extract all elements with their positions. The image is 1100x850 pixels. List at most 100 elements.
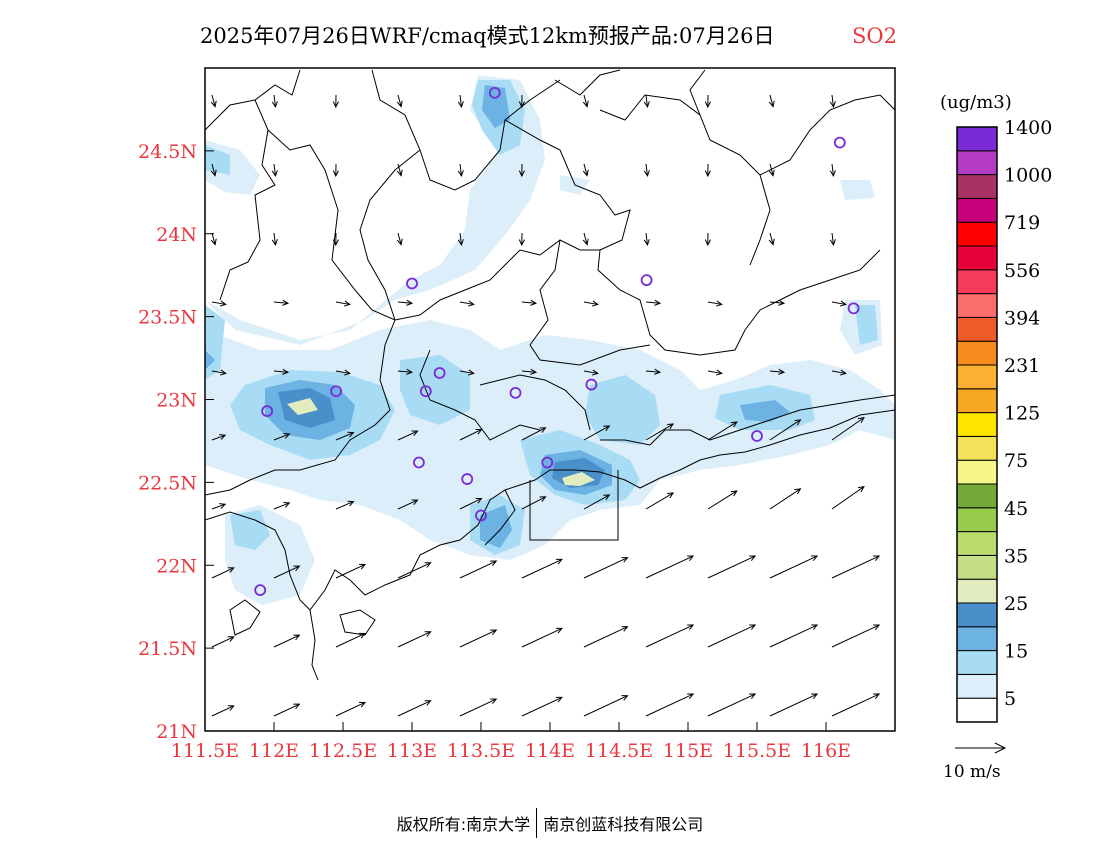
wind-arrow	[645, 693, 695, 717]
wind-arrow	[768, 94, 775, 108]
colorbar-band	[956, 435, 998, 461]
lat-tick-label: 22.5N	[138, 472, 197, 494]
lon-tick-label: 113.5E	[447, 740, 515, 762]
wind-arrow	[459, 629, 498, 648]
colorbar-label: 5	[1004, 688, 1016, 710]
wind-arrow	[582, 163, 589, 177]
lon-tick-label: 115E	[663, 740, 713, 762]
wind-arrow	[707, 624, 757, 648]
wind-arrow	[457, 163, 464, 178]
footer-separator	[536, 808, 538, 838]
wind-arrow	[829, 94, 836, 109]
wind-arrow	[335, 500, 355, 510]
station-marker	[461, 473, 474, 485]
wind-arrow	[583, 626, 629, 648]
lat-tick-label: 21N	[156, 721, 197, 743]
colorbar-label: 125	[1004, 403, 1040, 425]
colorbar-label: 15	[1004, 641, 1028, 663]
colorbar-band	[956, 197, 998, 223]
wind-arrow	[707, 555, 757, 579]
station-marker	[412, 456, 425, 469]
colorbar-band	[956, 269, 998, 295]
colorbar-band	[956, 245, 998, 271]
station-marker	[541, 456, 554, 469]
wind-arrow	[459, 300, 475, 307]
wind-arrow	[831, 485, 865, 510]
colorbar-band	[956, 507, 998, 533]
wind-arrow	[583, 425, 611, 441]
wind-arrow	[831, 300, 847, 307]
wind-arrow	[335, 431, 355, 441]
wind-arrow	[521, 427, 547, 441]
pollutant-label: SO2	[852, 24, 897, 48]
wind-arrow	[396, 94, 403, 108]
wind-arrow	[396, 232, 403, 246]
lon-tick-label: 112.5E	[309, 740, 377, 762]
station-marker	[406, 277, 418, 290]
wind-arrow	[521, 368, 538, 375]
station-marker	[585, 378, 598, 391]
wind-arrow	[521, 696, 563, 717]
wind-arrow	[397, 499, 419, 510]
wind-arrow	[271, 163, 278, 178]
colorbar-label: 556	[1004, 260, 1040, 282]
colorbar-band	[956, 483, 998, 509]
wind-arrow	[645, 423, 675, 441]
wind-arrow	[583, 369, 599, 376]
monitoring-stations	[254, 86, 860, 597]
wind-arrow	[459, 560, 498, 579]
wind-vector-field	[210, 94, 881, 717]
wind-arrow	[645, 368, 662, 375]
colorbar-band	[956, 150, 998, 176]
map-title: 2025年07月26日WRF/cmaq模式12km预报产品:07月26日	[200, 24, 774, 48]
copyright-right: 南京创蓝科技有限公司	[543, 815, 704, 834]
wind-arrow	[704, 163, 711, 178]
wind-arrow	[769, 555, 819, 579]
wind-arrow	[768, 163, 775, 177]
wind-arrow	[707, 490, 738, 510]
wind-arrow	[707, 421, 738, 441]
wind-arrow	[459, 428, 483, 441]
wind-arrow	[273, 634, 301, 648]
wind-arrow	[332, 163, 339, 178]
wind-arrow	[707, 300, 723, 307]
colorbar-band	[956, 388, 998, 414]
wind-arrow	[335, 369, 351, 376]
wind-arrow	[707, 369, 723, 376]
colorbar-frame	[956, 126, 998, 723]
colorbar-band	[956, 316, 998, 342]
wind-arrow	[210, 94, 217, 108]
wind-arrow	[582, 94, 589, 108]
wind-arrow	[335, 563, 367, 579]
wind-arrow	[769, 693, 819, 717]
wind-arrow	[704, 94, 711, 109]
wind-arrow	[643, 94, 650, 109]
wind-arrow	[582, 232, 589, 246]
lon-tick-label: 112E	[249, 740, 299, 762]
wind-arrow	[335, 701, 367, 717]
wind-arrow	[769, 419, 802, 441]
wind-arrow	[829, 163, 836, 178]
wind-arrow	[769, 488, 802, 510]
colorbar-band	[956, 697, 998, 723]
station-marker	[509, 386, 522, 399]
lat-tick-label: 22N	[156, 555, 197, 577]
wind-arrow	[518, 232, 525, 247]
wind-arrow	[831, 624, 881, 648]
wind-reference-arrow	[955, 742, 1007, 754]
colorbar-labels: 5 15 25 35 45 75 125 231 394 556 719 1000 1400	[1004, 117, 1052, 710]
colorbar	[956, 126, 998, 723]
colorbar-band	[956, 340, 998, 366]
station-marker	[419, 385, 432, 398]
station-marker	[475, 509, 487, 522]
lon-tick-label: 114.5E	[585, 740, 653, 762]
wind-arrow	[457, 232, 464, 247]
colorbar-band	[956, 459, 998, 485]
station-marker	[640, 274, 653, 287]
admin-boundaries	[205, 69, 895, 681]
wind-arrow	[211, 705, 235, 717]
wind-arrow	[273, 368, 290, 375]
copyright-footer: 版权所有:南京大学 南京创蓝科技有限公司	[0, 806, 1100, 840]
colorbar-band	[956, 221, 998, 247]
